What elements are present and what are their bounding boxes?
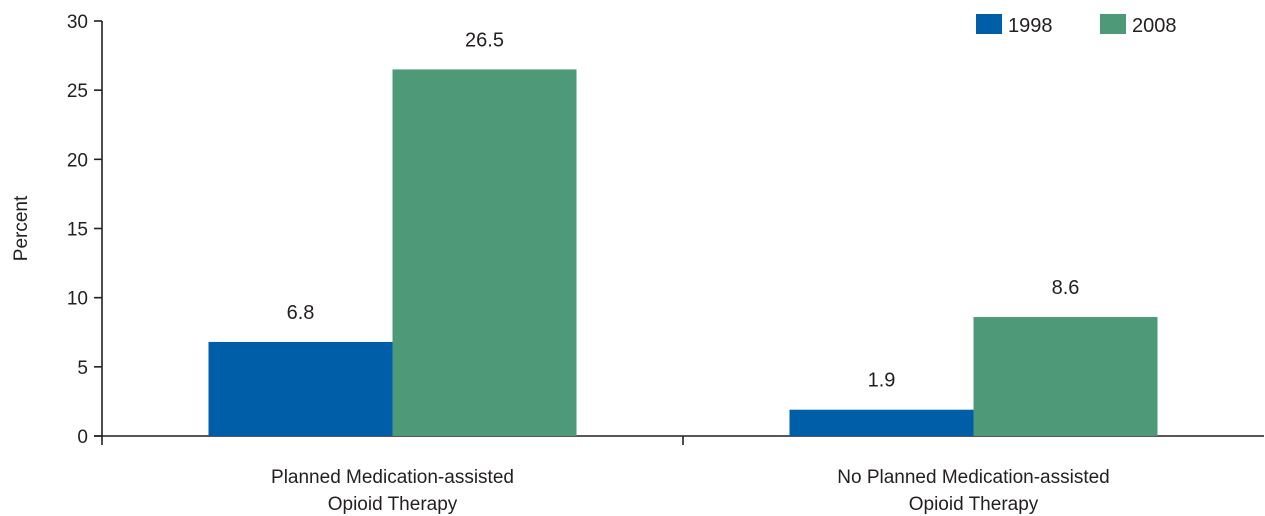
bar-2008	[973, 317, 1158, 436]
bar-value-label: 6.8	[287, 302, 315, 324]
data-labels: 6.8 26.5 1.9 8.6	[287, 29, 1080, 391]
y-tick-label: 5	[77, 358, 88, 379]
bar-value-label: 8.6	[1052, 277, 1080, 299]
y-tick-label: 0	[77, 427, 88, 448]
y-tick-label: 20	[67, 150, 88, 171]
bar-value-label: 26.5	[465, 29, 504, 51]
x-category-label: Planned Medication-assisted Opioid Therap…	[271, 467, 514, 515]
bar-1998	[789, 409, 974, 436]
axes: 0 5 10 15 20 25 30 Percent Planned Medication-as…	[11, 12, 1264, 515]
bars	[208, 69, 1158, 437]
y-tick-label: 30	[67, 12, 88, 33]
legend-swatch-1998	[976, 14, 1002, 34]
legend-swatch-2008	[1100, 14, 1126, 34]
bar-value-label: 1.9	[868, 370, 896, 392]
x-category-label: No Planned Medication-assisted Opioid The…	[837, 467, 1110, 515]
y-axis-title: Percent	[11, 195, 32, 261]
legend-label-1998: 1998	[1008, 15, 1053, 37]
y-tick-label: 25	[67, 81, 88, 102]
legend: 1998 2008	[976, 14, 1177, 37]
legend-label-2008: 2008	[1132, 15, 1177, 37]
bar-1998	[208, 341, 393, 436]
y-tick-label: 10	[67, 289, 88, 310]
y-tick-label: 15	[67, 220, 88, 241]
bar-2008	[392, 69, 577, 437]
